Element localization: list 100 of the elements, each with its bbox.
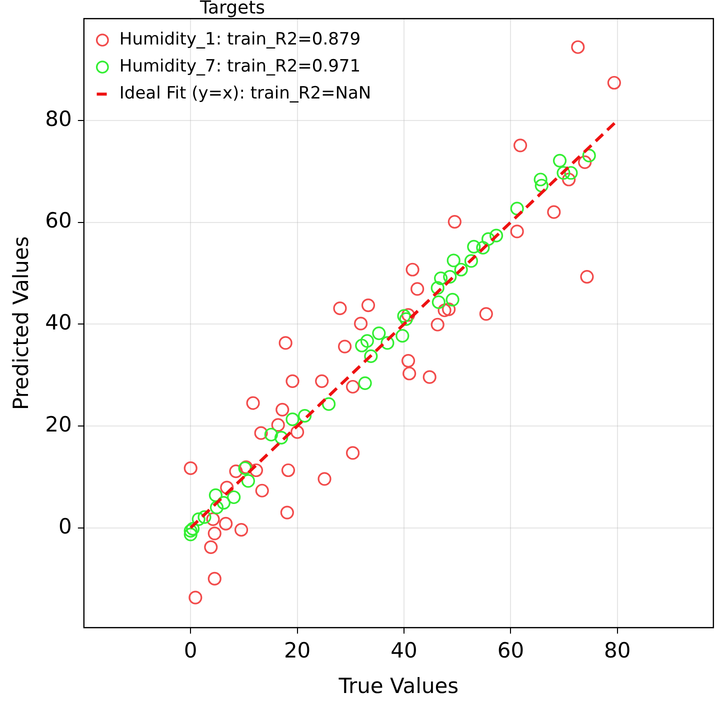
point [434,271,448,286]
point [443,270,457,284]
point [358,376,372,390]
point [290,425,304,439]
point [333,302,347,316]
point [372,326,386,340]
y-tick-label: 40 [45,310,72,335]
point [380,336,394,350]
point [513,138,528,152]
point [264,428,278,442]
point [346,380,360,394]
point [204,540,218,554]
x-tick-label: 20 [284,638,311,663]
point [286,374,300,388]
point [479,307,493,321]
point [422,370,436,384]
point [286,412,300,426]
point [364,349,378,363]
point [556,166,570,180]
point [278,336,292,350]
point [534,172,548,186]
point [401,354,416,368]
point [442,302,456,316]
point [227,490,241,504]
x-tick-label: 0 [184,638,198,663]
point [208,572,222,586]
point [552,154,567,168]
y-tick-label: 80 [45,106,72,131]
point [241,474,256,488]
point [410,282,424,296]
point [184,524,198,538]
point [322,397,336,411]
point [208,488,222,502]
point [397,309,411,323]
x-axis-title: True Values [338,674,459,698]
point [446,254,460,268]
point [432,295,446,310]
point [360,334,374,348]
point [564,166,578,180]
point [216,496,230,510]
point [430,281,444,295]
point [234,523,248,537]
point [396,329,410,343]
point [188,590,202,604]
point [464,254,478,268]
y-tick-label: 60 [45,208,72,233]
y-axis-title: Predicted Values [9,236,34,410]
x-tick-label: 80 [604,638,631,663]
point [281,463,296,478]
point [510,224,524,238]
point [210,500,224,514]
y-tick-label: 20 [45,412,72,436]
point [186,522,200,536]
point [271,418,285,432]
legend-label: Humidity_1: train_R2=0.879 [119,30,361,50]
point [580,270,594,284]
point [361,298,376,312]
x-tick-label: 60 [497,638,524,663]
point [562,172,576,186]
point [547,205,561,219]
point [534,178,548,192]
point [476,240,490,255]
point [399,312,413,326]
point [430,318,444,332]
point [571,40,585,54]
point [354,316,368,330]
point [206,512,220,526]
point [578,155,592,169]
point [219,516,233,531]
point [255,484,269,498]
point [192,512,206,526]
legend-label: Humidity_7: train_R2=0.971 [119,56,361,77]
point [184,461,198,476]
point [229,464,243,478]
point [467,240,481,254]
point [346,446,360,460]
point [401,308,416,322]
point [582,148,596,162]
point [318,472,332,486]
point [438,304,452,318]
point [338,340,352,354]
point [607,76,621,90]
point [298,408,312,423]
point [198,510,212,524]
point [402,366,416,380]
point [355,338,369,352]
point [481,232,496,246]
point [406,262,420,276]
point [510,202,524,216]
point [446,292,460,306]
point [280,506,294,520]
point [184,528,198,542]
point [454,262,468,276]
point [208,526,222,540]
point [489,228,504,242]
x-tick-label: 40 [390,638,418,663]
legend-title: Targets [198,0,266,19]
point [274,430,288,444]
point [315,374,329,388]
point [254,426,268,440]
